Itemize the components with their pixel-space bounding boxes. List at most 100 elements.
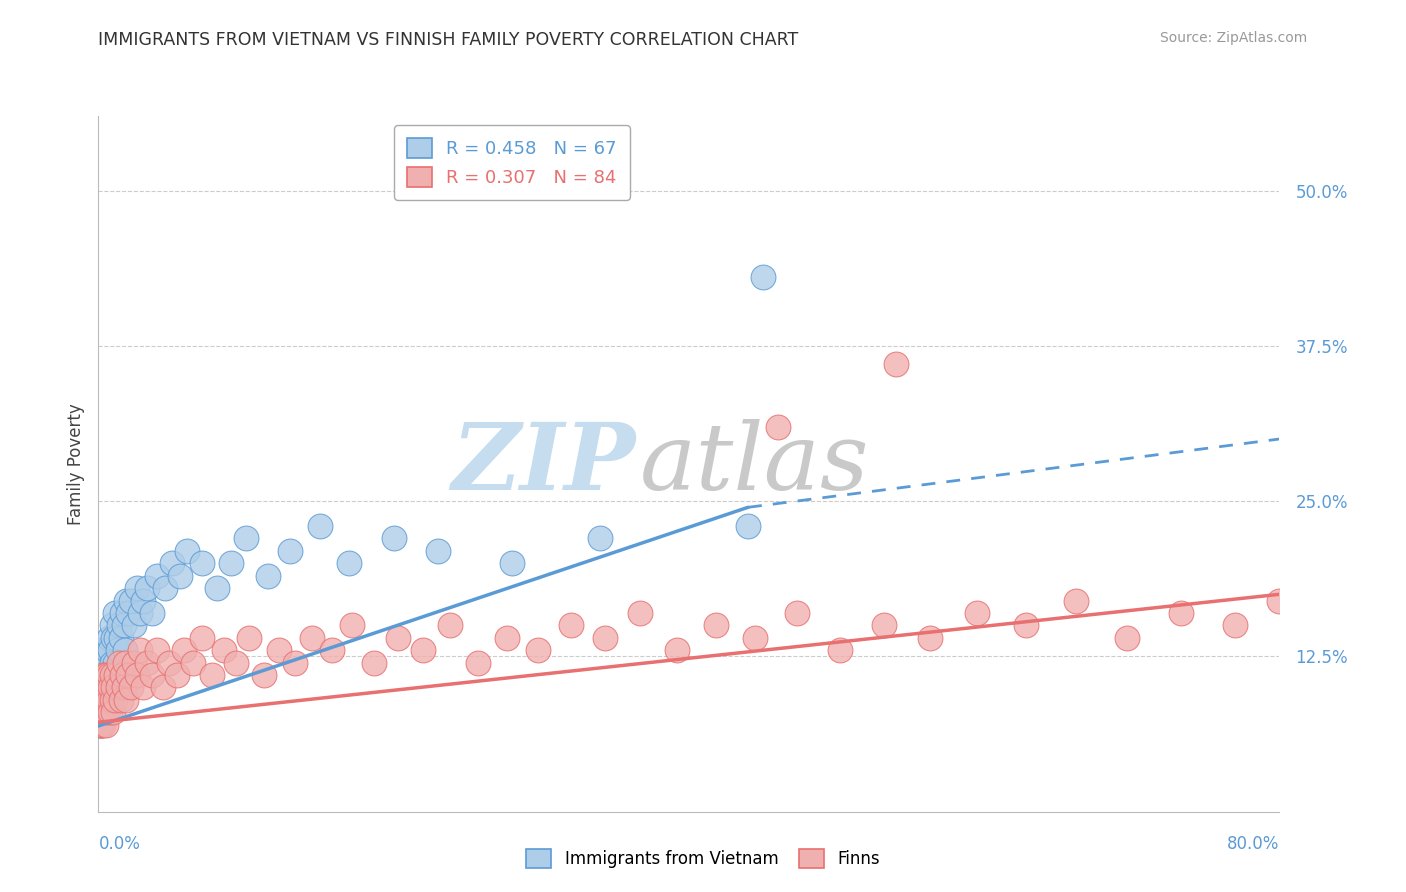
Point <box>110 631 132 645</box>
Point <box>278 544 302 558</box>
Point <box>94 717 117 731</box>
Point <box>132 681 155 695</box>
Point <box>111 668 134 682</box>
Point <box>100 656 122 670</box>
Point <box>89 693 111 707</box>
Point <box>105 631 128 645</box>
Point <box>176 544 198 558</box>
Point <box>181 656 204 670</box>
Point <box>141 606 163 620</box>
Point <box>91 668 114 682</box>
Point <box>128 606 150 620</box>
Point <box>146 568 169 582</box>
Point <box>122 618 145 632</box>
Text: Source: ZipAtlas.com: Source: ZipAtlas.com <box>1160 31 1308 45</box>
Point <box>467 656 489 670</box>
Point <box>166 668 188 682</box>
Point <box>90 706 112 720</box>
Point <box>89 693 111 707</box>
Point <box>100 668 122 682</box>
Point <box>107 681 129 695</box>
Point <box>704 618 727 632</box>
Y-axis label: Family Poverty: Family Poverty <box>66 403 84 524</box>
Point <box>90 717 112 731</box>
Point <box>104 656 127 670</box>
Point <box>89 706 111 720</box>
Point <box>114 656 136 670</box>
Point <box>108 618 131 632</box>
Point <box>103 668 125 682</box>
Point <box>191 556 214 570</box>
Point <box>98 693 121 707</box>
Point <box>157 656 180 670</box>
Point <box>89 717 111 731</box>
Point <box>589 532 612 546</box>
Point <box>96 681 118 695</box>
Point <box>91 643 114 657</box>
Point <box>93 681 115 695</box>
Point <box>98 643 121 657</box>
Point <box>501 556 523 570</box>
Point <box>219 556 242 570</box>
Point <box>321 643 343 657</box>
Point <box>301 631 323 645</box>
Point <box>873 618 896 632</box>
Point <box>153 581 176 595</box>
Text: 80.0%: 80.0% <box>1227 835 1279 853</box>
Point <box>114 643 136 657</box>
Point <box>918 631 941 645</box>
Point <box>91 668 114 682</box>
Point <box>104 606 127 620</box>
Point <box>212 643 235 657</box>
Point <box>387 631 409 645</box>
Point <box>593 631 616 645</box>
Point <box>737 519 759 533</box>
Point <box>117 668 139 682</box>
Point <box>93 681 115 695</box>
Point <box>382 532 405 546</box>
Point <box>89 717 111 731</box>
Point <box>108 656 131 670</box>
Point <box>337 556 360 570</box>
Point <box>201 668 224 682</box>
Point <box>225 656 247 670</box>
Point <box>103 681 125 695</box>
Point <box>363 656 385 670</box>
Point <box>93 706 115 720</box>
Point <box>527 643 550 657</box>
Point <box>94 656 117 670</box>
Point <box>1014 618 1036 632</box>
Point <box>120 593 142 607</box>
Legend: R = 0.458   N = 67, R = 0.307   N = 84: R = 0.458 N = 67, R = 0.307 N = 84 <box>394 125 630 200</box>
Text: IMMIGRANTS FROM VIETNAM VS FINNISH FAMILY POVERTY CORRELATION CHART: IMMIGRANTS FROM VIETNAM VS FINNISH FAMIL… <box>98 31 799 49</box>
Point <box>141 668 163 682</box>
Point <box>94 693 117 707</box>
Point <box>427 544 450 558</box>
Point <box>173 643 195 657</box>
Point <box>115 593 138 607</box>
Point <box>828 643 851 657</box>
Point <box>98 706 121 720</box>
Text: 0.0%: 0.0% <box>98 835 141 853</box>
Point <box>112 618 135 632</box>
Point <box>97 631 120 645</box>
Point <box>98 681 121 695</box>
Point <box>169 568 191 582</box>
Point <box>666 643 689 657</box>
Point <box>162 556 183 570</box>
Point <box>94 668 117 682</box>
Point <box>112 681 135 695</box>
Point <box>91 693 114 707</box>
Point <box>191 631 214 645</box>
Point <box>136 581 159 595</box>
Point <box>100 618 122 632</box>
Point <box>93 693 115 707</box>
Point <box>1116 631 1139 645</box>
Point <box>152 681 174 695</box>
Point <box>284 656 307 670</box>
Point <box>90 681 112 695</box>
Point <box>412 643 434 657</box>
Point <box>93 656 115 670</box>
Point <box>115 693 138 707</box>
Point <box>100 693 122 707</box>
